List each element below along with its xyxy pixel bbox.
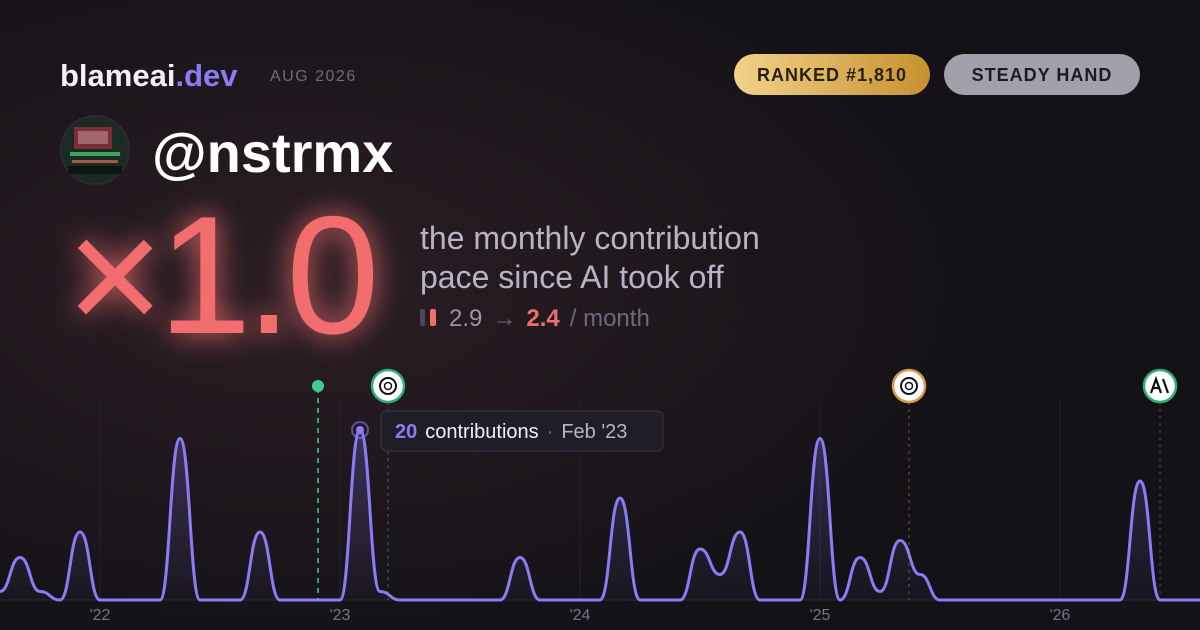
tooltip-label: contributions bbox=[425, 421, 538, 443]
tooltip-date: Feb '23 bbox=[561, 421, 627, 443]
pace-before: 2.9 bbox=[449, 305, 482, 332]
pace: 2.9 → 2.4 / month bbox=[449, 305, 650, 332]
avatar bbox=[60, 115, 130, 185]
date: AUG 2026 bbox=[270, 68, 357, 85]
multiplier: ×1.0 bbox=[66, 181, 374, 369]
style-badge bbox=[944, 54, 1140, 95]
pace-unit: / month bbox=[570, 305, 650, 332]
description-line: the monthly contribution bbox=[420, 220, 760, 256]
chart: '22 '23 '24 '25 '26 bbox=[0, 400, 1200, 624]
hover-dot bbox=[356, 426, 364, 434]
x-tick-label: '24 bbox=[570, 607, 591, 624]
style-badge-text: STEADY HAND bbox=[972, 65, 1113, 85]
event-markers bbox=[312, 368, 1178, 600]
before-icon bbox=[420, 309, 425, 326]
x-tick-label: '22 bbox=[90, 607, 111, 624]
x-tick-label: '23 bbox=[330, 607, 351, 624]
tooltip: 20 contributions · Feb '23 bbox=[380, 410, 664, 452]
rank-badge-text: RANKED #1,810 bbox=[757, 65, 907, 85]
tooltip-separator: · bbox=[547, 421, 554, 443]
pace-after: 2.4 bbox=[526, 305, 560, 332]
x-tick-label: '25 bbox=[810, 607, 831, 624]
handle: @nstrmx bbox=[152, 121, 393, 184]
hover-point bbox=[351, 421, 369, 439]
brand-name: blameai bbox=[60, 58, 175, 93]
brand: blameai.dev bbox=[60, 58, 238, 93]
brand-suffix: .dev bbox=[175, 58, 238, 93]
description-line: pace since AI took off bbox=[420, 259, 724, 295]
pace-arrow: → bbox=[492, 305, 516, 332]
rank-badge bbox=[734, 54, 930, 95]
after-icon bbox=[430, 309, 436, 326]
tooltip-value: 20 bbox=[395, 421, 417, 443]
x-tick-label: '26 bbox=[1050, 607, 1071, 624]
line bbox=[0, 428, 1200, 602]
tooltip-text: 20 contributions · Feb '23 bbox=[395, 421, 627, 443]
area bbox=[0, 430, 1200, 600]
